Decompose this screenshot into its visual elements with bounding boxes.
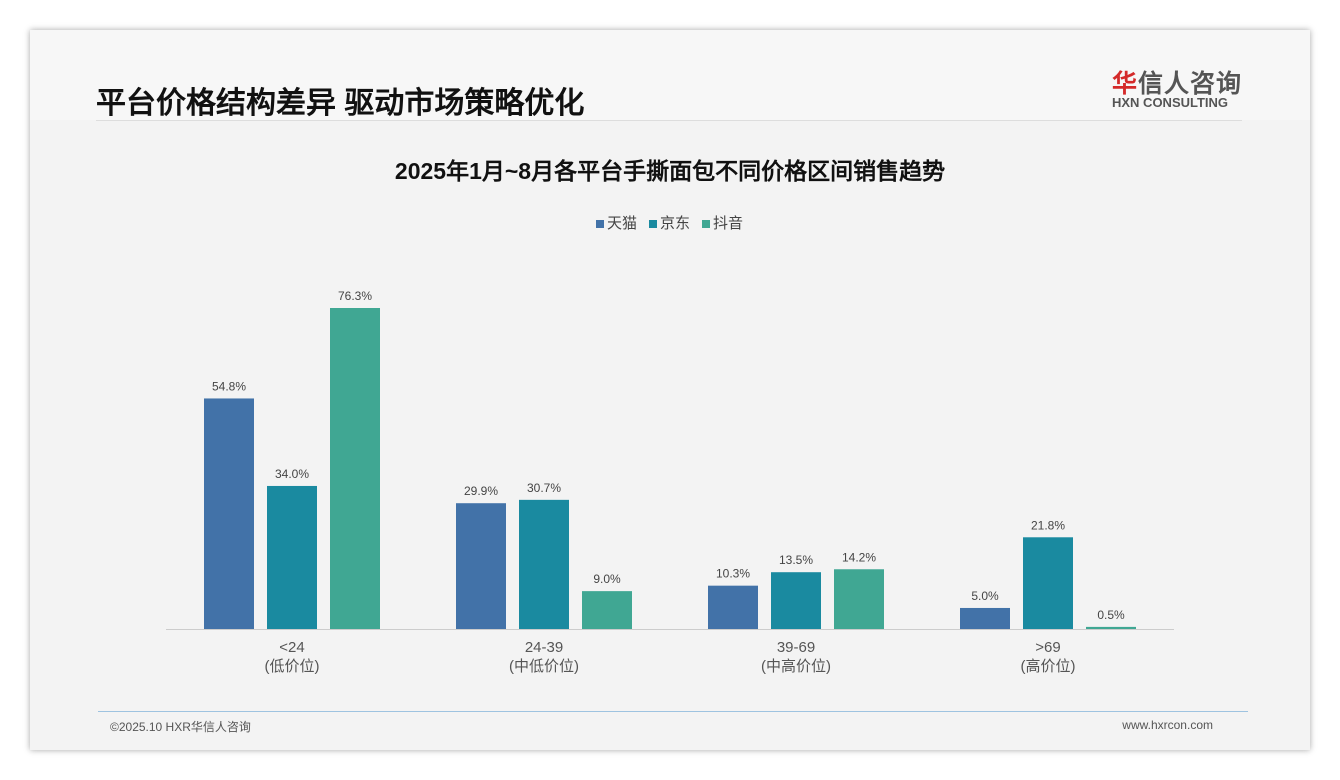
- legend-swatch: [702, 220, 711, 228]
- logo-en: HXN CONSULTING: [1112, 95, 1229, 110]
- legend-swatch: [596, 220, 604, 228]
- data-label: 0.5%: [1097, 608, 1125, 622]
- data-label: 13.5%: [779, 553, 813, 567]
- header: [30, 30, 1310, 120]
- website-link[interactable]: www.hxrcon.com: [1122, 718, 1213, 732]
- data-label: 9.0%: [593, 572, 621, 586]
- bar-抖音: [834, 569, 884, 629]
- bar-抖音: [330, 308, 380, 629]
- legend-item: 天猫: [596, 212, 637, 233]
- data-label: 29.9%: [464, 484, 498, 498]
- x-tick-sublabel: (低价位): [265, 658, 320, 675]
- x-tick-label: 39-69: [777, 639, 815, 656]
- bar-天猫: [456, 503, 506, 629]
- page-title: 平台价格结构差异 驱动市场策略优化: [96, 87, 585, 120]
- data-label: 34.0%: [275, 467, 309, 481]
- bar-京东: [1023, 537, 1073, 629]
- data-label: 10.3%: [716, 567, 750, 581]
- x-tick-label: >69: [1035, 639, 1060, 656]
- data-label: 54.8%: [212, 379, 246, 393]
- legend-item: 京东: [649, 212, 690, 233]
- chart-title: 2025年1月~8月各平台手撕面包不同价格区间销售趋势: [394, 158, 946, 184]
- legend-item: 抖音: [702, 212, 743, 233]
- data-label: 76.3%: [338, 289, 372, 303]
- legend-label: 天猫: [607, 215, 638, 232]
- x-tick-sublabel: (高价位): [1021, 658, 1076, 675]
- data-label: 30.7%: [527, 481, 561, 495]
- data-label: 21.8%: [1031, 518, 1065, 532]
- logo: 华信人咨询: [1112, 70, 1243, 98]
- legend: 天猫 京东 抖音: [596, 212, 743, 233]
- bar-天猫: [708, 585, 758, 629]
- slide: 平台价格结构差异 驱动市场策略优化 华信人咨询 HXN CONSULTING 2…: [30, 30, 1310, 750]
- x-tick-sublabel: (中低价位): [509, 658, 579, 675]
- divider: [96, 120, 1242, 121]
- copyright: ©2025.10 HXR华信人咨询: [110, 720, 251, 734]
- x-tick-label: <24: [279, 639, 304, 656]
- bar-京东: [519, 499, 569, 629]
- bar-天猫: [960, 607, 1010, 629]
- legend-swatch: [649, 220, 658, 228]
- footer-divider: [98, 711, 1248, 712]
- bar-抖音: [1086, 626, 1136, 629]
- bar-京东: [267, 485, 317, 629]
- data-label: 5.0%: [971, 589, 999, 603]
- bar-京东: [771, 572, 821, 629]
- data-label: 14.2%: [842, 550, 876, 564]
- bar-天猫: [204, 398, 254, 629]
- legend-label: 京东: [660, 215, 691, 232]
- x-tick-sublabel: (中高价位): [761, 658, 831, 675]
- legend-label: 抖音: [713, 215, 744, 232]
- chart: <24 (低价位) 54.8% 34.0% 76.3% 24-39 (中低价位) 29.9% 3…: [166, 289, 1174, 675]
- x-tick-label: 24-39: [525, 639, 563, 656]
- bar-抖音: [582, 591, 632, 629]
